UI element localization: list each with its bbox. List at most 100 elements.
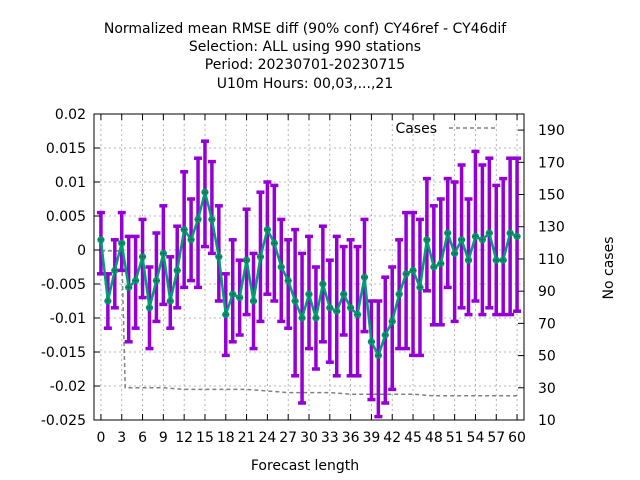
y-axis-label-right: No cases bbox=[601, 237, 617, 300]
x-tick-label: 15 bbox=[196, 430, 214, 446]
data-point-cross bbox=[367, 338, 375, 346]
data-point-cross bbox=[139, 253, 147, 261]
data-point-cross bbox=[291, 297, 299, 305]
data-point-cross bbox=[298, 314, 306, 322]
data-point-cross bbox=[326, 304, 334, 312]
errorbar bbox=[207, 159, 216, 256]
errorbar bbox=[332, 234, 341, 378]
y-tick-label-right: 170 bbox=[538, 155, 565, 171]
data-point-cross bbox=[465, 256, 473, 264]
data-point-cross bbox=[236, 294, 244, 302]
data-point-cross bbox=[125, 283, 133, 291]
legend: Cases bbox=[395, 121, 496, 137]
cases-line bbox=[100, 250, 518, 397]
data-point-cross bbox=[395, 290, 403, 298]
data-point-cross bbox=[132, 277, 140, 285]
x-tick-label: 27 bbox=[279, 430, 297, 446]
data-point-cross bbox=[263, 226, 271, 234]
y-tick-label-left: 0.01 bbox=[55, 175, 86, 191]
y-tick-label-right: 50 bbox=[538, 349, 556, 365]
data-point-cross bbox=[513, 232, 521, 240]
x-tick-label: 30 bbox=[300, 430, 318, 446]
y-tick-label-left: -0.025 bbox=[41, 413, 86, 429]
title-line-2: Selection: ALL using 990 stations bbox=[189, 39, 421, 55]
x-tick-label: 9 bbox=[159, 430, 168, 446]
errorbar bbox=[263, 180, 272, 296]
data-point-cross bbox=[333, 307, 341, 315]
errorbar bbox=[367, 299, 376, 402]
data-point-cross bbox=[437, 260, 445, 268]
axis-ticks: 0 3 6 9 12 15 18 21 24 27 30 33 36 39 42 45 48 51 54 57 60-0… bbox=[41, 107, 565, 446]
data-point-cross bbox=[374, 351, 382, 359]
x-tick-label: 45 bbox=[404, 430, 422, 446]
data-point-cross bbox=[340, 290, 348, 298]
data-point-cross bbox=[409, 266, 417, 274]
data-point-cross bbox=[173, 266, 181, 274]
x-tick-label: 42 bbox=[383, 430, 401, 446]
data-point-cross bbox=[166, 297, 174, 305]
y-tick-label-left: 0.005 bbox=[46, 209, 86, 225]
errorbar bbox=[298, 251, 307, 405]
data-point-cross bbox=[319, 280, 327, 288]
x-tick-label: 54 bbox=[467, 430, 485, 446]
errorbar bbox=[471, 149, 480, 303]
data-point-cross bbox=[416, 283, 424, 291]
cases-series bbox=[100, 250, 518, 397]
y-tick-label-left: -0.01 bbox=[50, 311, 86, 327]
data-point-cross bbox=[388, 317, 396, 325]
data-point-cross bbox=[159, 249, 167, 257]
data-point-cross bbox=[243, 256, 251, 264]
data-point-cross bbox=[111, 266, 119, 274]
y-tick-label-right: 130 bbox=[538, 220, 565, 236]
errorbar bbox=[492, 183, 501, 317]
data-point-cross bbox=[229, 290, 237, 298]
data-point-cross bbox=[423, 236, 431, 244]
data-point-cross bbox=[471, 232, 479, 240]
title-line-3: Period: 20230701-20230715 bbox=[205, 57, 405, 73]
data-point-cross bbox=[201, 188, 209, 196]
data-point-cross bbox=[402, 270, 410, 278]
data-point-cross bbox=[360, 273, 368, 281]
data-point-cross bbox=[270, 239, 278, 247]
data-point-cross bbox=[256, 253, 264, 261]
data-point-cross bbox=[215, 253, 223, 261]
y-tick-label-right: 150 bbox=[538, 188, 565, 204]
data-point-cross bbox=[492, 256, 500, 264]
y-tick-label-left: -0.02 bbox=[50, 379, 86, 395]
y-tick-label-left: 0.02 bbox=[55, 107, 86, 123]
errorbar bbox=[499, 176, 508, 317]
x-tick-label: 60 bbox=[508, 430, 526, 446]
y-tick-label-right: 110 bbox=[538, 252, 565, 268]
x-tick-label: 39 bbox=[363, 430, 381, 446]
data-point-cross bbox=[277, 263, 285, 271]
x-axis-label: Forecast length bbox=[251, 458, 359, 474]
title-line-1: Normalized mean RMSE diff (90% conf) CY4… bbox=[104, 21, 507, 37]
data-point-cross bbox=[354, 311, 362, 319]
errorbar bbox=[409, 210, 418, 358]
data-point-cross bbox=[145, 304, 153, 312]
x-tick-label: 3 bbox=[117, 430, 126, 446]
data-point-cross bbox=[451, 249, 459, 257]
errorbar bbox=[402, 210, 411, 351]
data-point-cross bbox=[104, 297, 112, 305]
chart-title: Normalized mean RMSE diff (90% conf) CY4… bbox=[104, 21, 507, 92]
data-point-cross bbox=[430, 263, 438, 271]
x-tick-label: 0 bbox=[96, 430, 105, 446]
data-point-cross bbox=[118, 239, 126, 247]
data-point-cross bbox=[458, 236, 466, 244]
errorbar bbox=[388, 265, 397, 392]
data-point-cross bbox=[506, 229, 514, 237]
y-tick-label-right: 190 bbox=[538, 123, 565, 139]
data-point-cross bbox=[305, 290, 313, 298]
y-tick-label-right: 70 bbox=[538, 316, 556, 332]
y-tick-label-left: 0.015 bbox=[46, 141, 86, 157]
x-tick-label: 33 bbox=[321, 430, 339, 446]
y-tick-label-right: 90 bbox=[538, 284, 556, 300]
data-point-cross bbox=[485, 229, 493, 237]
x-tick-label: 24 bbox=[258, 430, 276, 446]
data-point-cross bbox=[381, 331, 389, 339]
data-point-cross bbox=[444, 229, 452, 237]
data-point-cross bbox=[152, 277, 160, 285]
data-point-cross bbox=[499, 256, 507, 264]
